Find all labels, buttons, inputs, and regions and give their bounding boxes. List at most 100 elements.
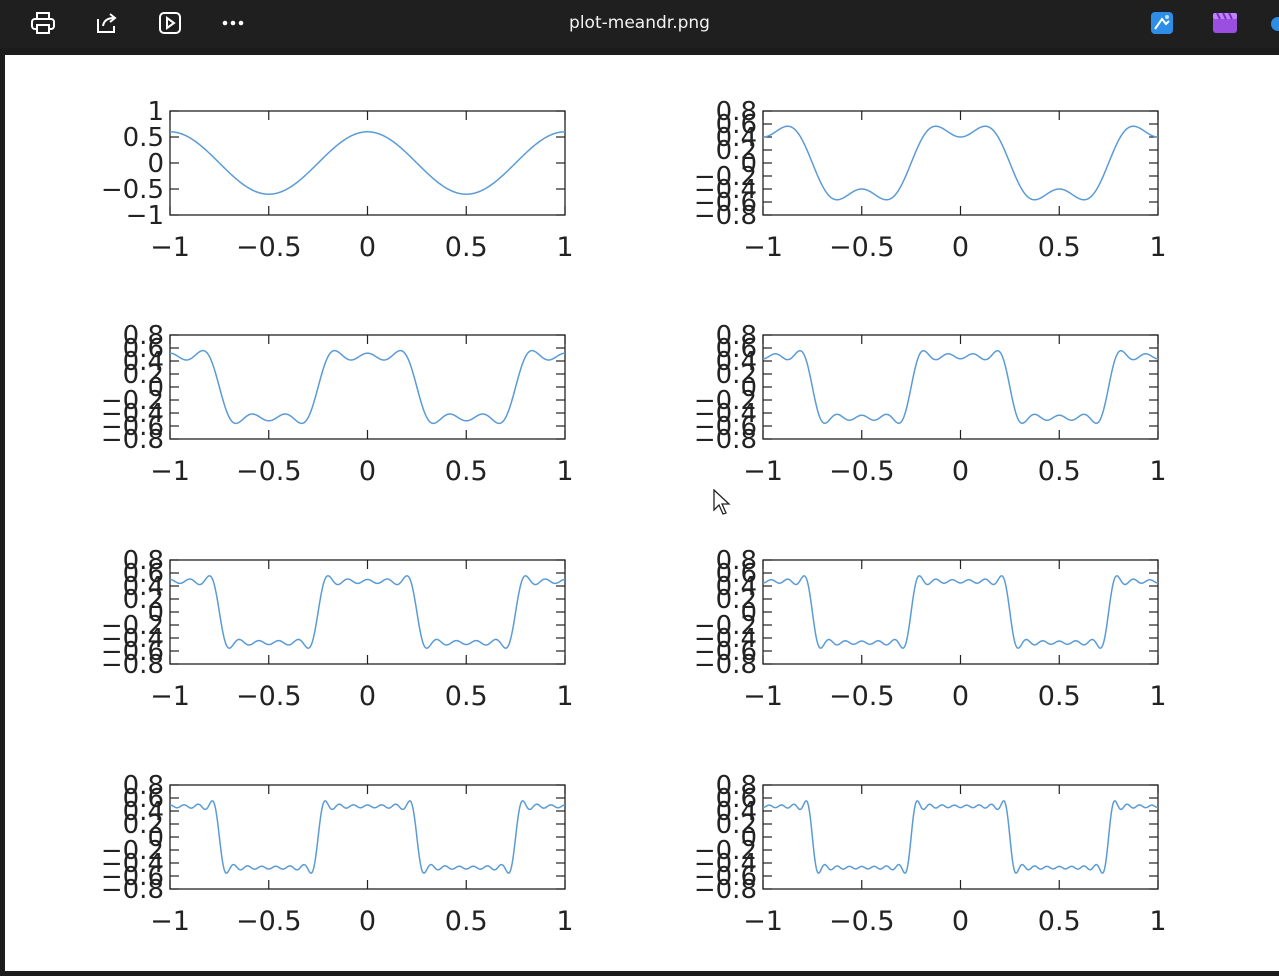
y-tick-label: 0.4 bbox=[123, 347, 164, 377]
x-tick-label: −1 bbox=[743, 681, 783, 712]
mouse-cursor bbox=[713, 488, 733, 522]
y-tick-label: 0.2 bbox=[716, 585, 757, 615]
x-tick-label: 0.5 bbox=[1038, 681, 1081, 712]
y-tick-label: −0.2 bbox=[101, 611, 164, 641]
x-tick-label: 1 bbox=[1149, 456, 1166, 487]
x-tick-label: 0 bbox=[359, 456, 376, 487]
y-tick-label: 0.8 bbox=[716, 771, 757, 801]
y-tick-label: 0.8 bbox=[716, 97, 757, 127]
y-tick-label: 0.8 bbox=[123, 321, 164, 351]
plot-frame bbox=[169, 334, 566, 440]
print-button[interactable] bbox=[26, 8, 60, 38]
y-tick-label: −0.4 bbox=[101, 624, 164, 654]
y-tick-label: −0.6 bbox=[694, 862, 757, 892]
y-tick-label: −0.8 bbox=[694, 650, 757, 680]
x-tick-label: −0.5 bbox=[829, 906, 895, 937]
plot-frame bbox=[762, 334, 1159, 440]
y-tick-label: 0 bbox=[147, 149, 164, 179]
x-tick-label: −1 bbox=[150, 456, 190, 487]
series-line bbox=[169, 349, 566, 425]
series-line bbox=[169, 131, 566, 195]
y-tick-label: −0.2 bbox=[694, 836, 757, 866]
y-tick-label: −0.8 bbox=[694, 425, 757, 455]
video-editor-button[interactable] bbox=[1208, 8, 1242, 38]
y-tick-label: −0.6 bbox=[694, 637, 757, 667]
plot-frame bbox=[762, 110, 1159, 216]
y-tick-label: 0.6 bbox=[716, 110, 757, 140]
series-line bbox=[762, 125, 1159, 201]
title-bar: plot-meandr.png bbox=[0, 0, 1279, 48]
window-title: plot-meandr.png bbox=[569, 13, 710, 33]
y-tick-label: −0.4 bbox=[101, 849, 164, 879]
x-tick-label: 0 bbox=[359, 906, 376, 937]
x-tick-label: 1 bbox=[556, 232, 573, 263]
more-options-button[interactable] bbox=[216, 8, 250, 38]
x-tick-label: 0.5 bbox=[1038, 906, 1081, 937]
slideshow-icon bbox=[159, 12, 181, 34]
series-line bbox=[762, 575, 1159, 649]
share-button[interactable] bbox=[90, 8, 124, 38]
y-tick-label: 0.2 bbox=[716, 136, 757, 166]
y-tick-label: −0.8 bbox=[101, 650, 164, 680]
series-line bbox=[762, 800, 1159, 874]
y-tick-label: 0.4 bbox=[716, 347, 757, 377]
x-tick-label: 0 bbox=[952, 232, 969, 263]
cursor-icon bbox=[713, 488, 731, 515]
y-tick-label: −0.2 bbox=[694, 611, 757, 641]
y-tick-label: −0.2 bbox=[694, 386, 757, 416]
video-editor-icon bbox=[1213, 12, 1237, 33]
y-tick-label: 0.2 bbox=[123, 585, 164, 615]
more-icon bbox=[222, 20, 244, 26]
y-tick-label: 0.6 bbox=[716, 334, 757, 364]
y-tick-label: 1 bbox=[147, 97, 164, 127]
y-tick-label: −0.6 bbox=[694, 412, 757, 442]
x-tick-label: 1 bbox=[556, 456, 573, 487]
x-tick-label: 0.5 bbox=[1038, 232, 1081, 263]
y-tick-label: 0.4 bbox=[716, 123, 757, 153]
y-tick-label: −0.6 bbox=[101, 637, 164, 667]
y-tick-label: 0.8 bbox=[123, 546, 164, 576]
y-tick-label: −0.6 bbox=[101, 862, 164, 892]
x-tick-label: 0 bbox=[952, 906, 969, 937]
y-tick-label: 0.6 bbox=[716, 784, 757, 814]
y-tick-label: 0.4 bbox=[123, 572, 164, 602]
x-tick-label: −0.5 bbox=[829, 681, 895, 712]
y-tick-label: 0 bbox=[147, 598, 164, 628]
y-tick-label: 0 bbox=[740, 598, 757, 628]
y-tick-label: 0 bbox=[147, 373, 164, 403]
x-tick-label: 1 bbox=[1149, 232, 1166, 263]
slideshow-button[interactable] bbox=[153, 8, 187, 38]
y-tick-label: 0.4 bbox=[716, 797, 757, 827]
y-tick-label: −0.8 bbox=[101, 425, 164, 455]
x-tick-label: −1 bbox=[743, 906, 783, 937]
y-tick-label: 0.2 bbox=[716, 810, 757, 840]
y-tick-label: −0.8 bbox=[101, 875, 164, 905]
x-tick-label: 0.5 bbox=[445, 906, 488, 937]
x-tick-label: 0 bbox=[952, 681, 969, 712]
y-tick-label: 0.4 bbox=[716, 572, 757, 602]
y-tick-label: −0.4 bbox=[694, 175, 757, 205]
edit-app-icon bbox=[1151, 12, 1173, 34]
x-tick-label: −0.5 bbox=[829, 456, 895, 487]
x-tick-label: −1 bbox=[150, 232, 190, 263]
y-tick-label: 0.5 bbox=[123, 123, 164, 153]
y-tick-label: 0.8 bbox=[123, 771, 164, 801]
plot-frame bbox=[169, 784, 566, 890]
y-tick-label: 0.8 bbox=[716, 321, 757, 351]
y-tick-label: −0.4 bbox=[694, 849, 757, 879]
y-tick-label: 0.6 bbox=[123, 559, 164, 589]
y-tick-label: 0.2 bbox=[123, 360, 164, 390]
edit-app-button[interactable] bbox=[1145, 8, 1179, 38]
x-tick-label: −0.5 bbox=[829, 232, 895, 263]
x-tick-label: 1 bbox=[1149, 906, 1166, 937]
y-tick-label: −1 bbox=[126, 201, 164, 231]
x-tick-label: 0.5 bbox=[445, 456, 488, 487]
series-line bbox=[169, 575, 566, 649]
x-tick-label: 0 bbox=[359, 681, 376, 712]
plot-grid: −1 −0.5 0 0.5 110.50−0.5−1−1 −0.5 0 0.5 10.80.60… bbox=[101, 97, 1167, 937]
y-tick-label: −0.8 bbox=[694, 875, 757, 905]
y-tick-label: 0.6 bbox=[716, 559, 757, 589]
y-tick-label: 0.4 bbox=[123, 797, 164, 827]
x-tick-label: 1 bbox=[1149, 681, 1166, 712]
x-tick-label: −0.5 bbox=[236, 681, 302, 712]
